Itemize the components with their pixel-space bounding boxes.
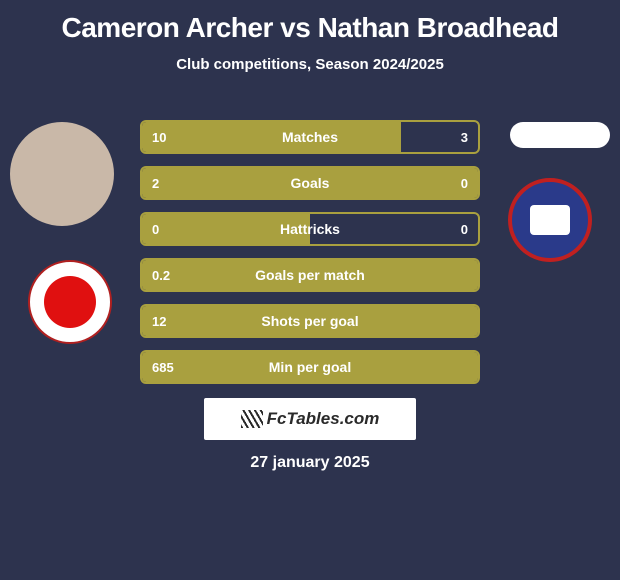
stat-row: 10Matches3	[140, 120, 480, 154]
player-avatar-right	[510, 122, 610, 148]
stat-value-right: 0	[461, 222, 468, 237]
brand-ticks-icon	[241, 410, 263, 428]
stat-row: 0Hattricks0	[140, 212, 480, 246]
club-crest-right	[508, 178, 592, 262]
player-avatar-left	[10, 122, 114, 226]
stat-label: Goals	[142, 175, 478, 191]
stat-label: Shots per goal	[142, 313, 478, 329]
stat-label: Hattricks	[142, 221, 478, 237]
brand-badge: FcTables.com	[204, 398, 416, 440]
stat-label: Matches	[142, 129, 478, 145]
stats-column: 10Matches32Goals00Hattricks00.2Goals per…	[140, 120, 480, 396]
stat-value-right: 3	[461, 130, 468, 145]
stat-row: 0.2Goals per match	[140, 258, 480, 292]
stat-row: 12Shots per goal	[140, 304, 480, 338]
date-label: 27 january 2025	[0, 454, 620, 472]
subtitle: Club competitions, Season 2024/2025	[0, 56, 620, 73]
stat-row: 2Goals0	[140, 166, 480, 200]
page-title: Cameron Archer vs Nathan Broadhead	[0, 0, 620, 44]
stat-value-right: 0	[461, 176, 468, 191]
brand-text: FcTables.com	[267, 409, 380, 429]
stat-label: Goals per match	[142, 267, 478, 283]
stat-row: 685Min per goal	[140, 350, 480, 384]
club-crest-left	[28, 260, 112, 344]
stat-label: Min per goal	[142, 359, 478, 375]
